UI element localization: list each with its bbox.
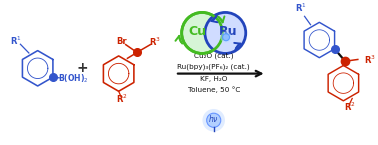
Text: R$^1$: R$^1$ — [10, 35, 22, 47]
Circle shape — [205, 12, 246, 54]
Circle shape — [182, 12, 223, 54]
Circle shape — [220, 31, 232, 43]
Text: $h\nu$: $h\nu$ — [208, 113, 219, 124]
Circle shape — [203, 109, 225, 132]
Text: R$^1$: R$^1$ — [295, 1, 307, 14]
Text: R$^2$: R$^2$ — [344, 100, 356, 113]
Text: Cu₂O (cat.): Cu₂O (cat.) — [194, 53, 234, 59]
Text: R$^3$: R$^3$ — [149, 36, 161, 48]
Text: Cu: Cu — [189, 25, 207, 38]
Text: +: + — [77, 61, 88, 75]
Text: Toluene, 50 °C: Toluene, 50 °C — [187, 86, 240, 93]
Text: R$^2$: R$^2$ — [116, 92, 128, 105]
Text: Ru(bpy)₃(PF₆)₂ (cat.): Ru(bpy)₃(PF₆)₂ (cat.) — [177, 64, 250, 70]
Circle shape — [223, 34, 229, 41]
Text: R$^3$: R$^3$ — [364, 53, 376, 66]
Text: Ru: Ru — [219, 25, 237, 38]
Circle shape — [207, 113, 221, 127]
Text: Br: Br — [116, 37, 127, 46]
Text: KF, H₂O: KF, H₂O — [200, 76, 228, 82]
Text: B(OH)$_2$: B(OH)$_2$ — [58, 72, 89, 85]
